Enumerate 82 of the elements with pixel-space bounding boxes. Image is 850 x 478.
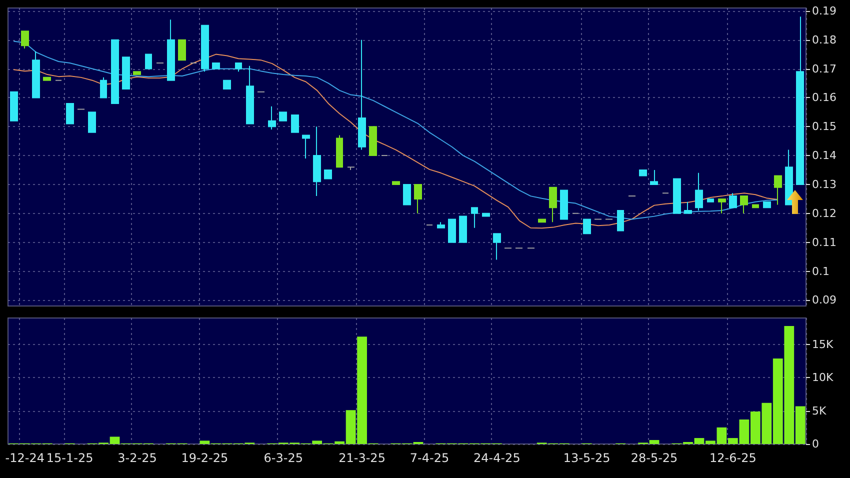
candlestick	[785, 149, 793, 206]
y-tick-label: 0.1	[812, 264, 830, 278]
x-tick-label: -12-24	[5, 451, 44, 465]
candlestick	[796, 16, 804, 185]
y-tick-label: 15K	[812, 338, 834, 352]
candlestick	[336, 134, 343, 168]
candlestick	[21, 30, 29, 50]
x-tick-label: 13-5-25	[563, 451, 610, 465]
x-tick-label: 24-4-25	[473, 451, 520, 465]
candlestick	[100, 76, 107, 98]
candlestick	[212, 62, 220, 70]
y-tick-label: 0	[812, 438, 819, 450]
candlestick	[583, 218, 591, 234]
y-tick-label: 0.15	[812, 120, 836, 134]
candlestick	[66, 102, 74, 124]
candlestick	[111, 39, 119, 104]
candlestick	[291, 114, 299, 133]
candlestick	[279, 112, 287, 122]
x-tick-label: 19-2-25	[181, 451, 228, 465]
candlestick	[718, 198, 726, 214]
candlestick	[740, 196, 748, 214]
candlestick	[471, 207, 478, 228]
candlestick	[167, 19, 175, 81]
candlestick	[223, 80, 231, 90]
x-tick-label: 3-2-25	[118, 451, 157, 465]
candlestick	[459, 216, 467, 243]
candlestick	[729, 192, 737, 208]
candlestick	[448, 218, 456, 243]
candlestick	[43, 76, 51, 81]
candlestick	[246, 65, 254, 124]
x-tick-label: 28-5-25	[630, 451, 678, 465]
y-tick-label: 0.16	[812, 91, 836, 104]
candlestick	[324, 170, 332, 180]
candlestick	[178, 39, 186, 61]
y-tick-label: 0.11	[812, 236, 836, 249]
y-tick-label: 0.14	[812, 149, 836, 162]
candlestick	[133, 71, 141, 76]
candlestick	[617, 210, 624, 232]
candlestick	[538, 218, 546, 223]
candlestick	[145, 54, 152, 70]
x-tick-label: 21-3-25	[338, 451, 386, 465]
y-tick-label: 0.17	[812, 62, 836, 76]
candlestick	[560, 190, 568, 220]
candlestick	[752, 204, 759, 208]
candlestick	[235, 62, 242, 72]
candlestick	[437, 222, 445, 228]
candlestick	[302, 134, 310, 159]
candlestick	[201, 24, 209, 72]
candlestick	[493, 233, 501, 260]
y-tick-label: 0.09	[812, 294, 836, 307]
candlestick	[369, 126, 377, 156]
x-tick-label: 7-4-25	[410, 451, 450, 465]
y-tick-label: 0.18	[812, 33, 836, 46]
x-tick-label: 12-6-25	[710, 451, 756, 465]
candlestick	[403, 184, 411, 206]
candlestick	[763, 201, 771, 208]
y-tick-label: 10K	[812, 371, 834, 384]
candlestick	[358, 39, 366, 150]
y-tick-label: 0.19	[812, 4, 836, 18]
x-tick-label: 15-1-25	[46, 451, 94, 465]
y-tick-label: 0.12	[812, 206, 836, 220]
candlestick	[10, 91, 18, 122]
candlestick	[392, 181, 400, 185]
candlestick	[268, 106, 276, 130]
candlestick	[695, 172, 703, 212]
candlestick	[774, 175, 782, 206]
candlestick	[650, 170, 658, 185]
candlestick	[347, 166, 355, 171]
candlestick	[549, 186, 557, 223]
y-tick-label: 5K	[812, 404, 827, 418]
candlestick	[122, 56, 130, 90]
candlestick	[313, 126, 321, 197]
candlestick	[88, 112, 96, 133]
candlestick	[707, 198, 714, 202]
candlestick	[639, 170, 647, 176]
candlestick	[32, 50, 40, 98]
candlestick	[482, 212, 490, 217]
candlestick	[414, 184, 422, 214]
candlestick	[673, 178, 681, 214]
x-tick-label: 6-3-25	[264, 451, 303, 465]
y-tick-label: 0.13	[812, 178, 836, 191]
candlestick	[684, 201, 692, 214]
